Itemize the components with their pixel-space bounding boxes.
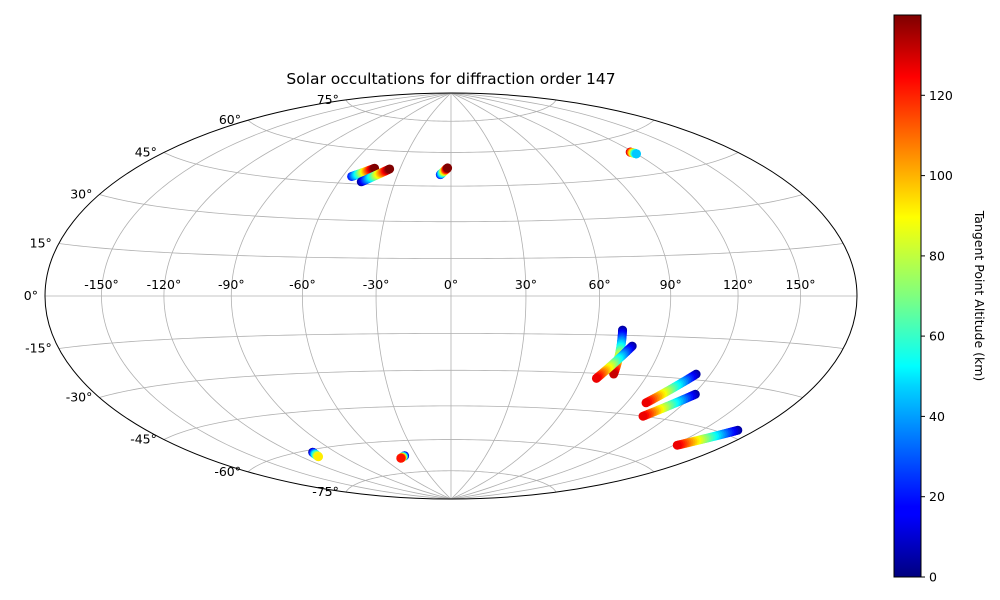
colorbar-label: Tangent Point Altitude (km) — [972, 210, 987, 382]
lon-tick-label: -60° — [289, 277, 316, 292]
lat-tick-label: 45° — [135, 145, 157, 160]
lat-tick-label: -45° — [130, 432, 157, 447]
occultation-track — [356, 164, 395, 187]
lon-tick-label: -90° — [218, 277, 245, 292]
occultation-track — [435, 163, 453, 180]
track-point — [609, 369, 619, 379]
occultation-track — [308, 447, 324, 462]
track-point — [385, 164, 395, 174]
occultation-track — [625, 147, 642, 159]
lon-tick-label: -30° — [363, 277, 390, 292]
lat-tick-label: -75° — [312, 484, 339, 499]
parallel-gridline — [345, 99, 557, 122]
lat-tick-label: 0° — [24, 288, 38, 303]
colorbar-tick-label: 60 — [929, 329, 945, 344]
lat-tick-label: 15° — [30, 236, 52, 251]
track-point — [641, 398, 651, 408]
lat-tick-label: 60° — [219, 112, 241, 127]
parallel-gridline — [58, 333, 844, 349]
map-outline — [44, 92, 858, 500]
track-point — [314, 452, 324, 462]
colorbar-tick-label: 120 — [929, 88, 953, 103]
colorbar-tick-label: 0 — [929, 570, 937, 585]
parallel-gridline — [99, 194, 803, 223]
parallel-gridline — [345, 470, 557, 493]
lon-tick-label: 60° — [589, 277, 611, 292]
parallel-gridline — [163, 152, 739, 187]
lon-tick-labels: -150° -120° -90° -60° -30° 0° 30° 60° 90° 120° 150… — [84, 277, 815, 292]
lat-tick-label: -30° — [66, 390, 93, 405]
track-point — [638, 411, 648, 421]
parallel-gridline — [58, 243, 844, 259]
colorbar-gradient — [893, 14, 922, 578]
track-point — [443, 163, 453, 173]
lat-tick-label: 30° — [70, 187, 92, 202]
parallel-gridline — [163, 405, 739, 440]
lon-tick-label: 120° — [723, 277, 753, 292]
colorbar: 0 20 40 60 80 100 120 Tangent Point Altitude (… — [893, 14, 987, 585]
track-point — [396, 453, 406, 463]
occultation-tracks — [308, 147, 743, 463]
track-point — [632, 149, 642, 159]
colorbar-tick-label: 40 — [929, 409, 945, 424]
map-area: -150° -120° -90° -60° -30° 0° 30° 60° 90° 120° 150… — [24, 92, 858, 500]
parallel-gridline — [247, 439, 655, 473]
chart-title: Solar occultations for diffraction order… — [286, 70, 615, 88]
lon-tick-label: 30° — [515, 277, 537, 292]
colorbar-tick-label: 20 — [929, 489, 945, 504]
track-point — [591, 373, 601, 383]
colorbar-ticks: 0 20 40 60 80 100 120 — [921, 88, 953, 585]
occultation-track — [591, 341, 637, 383]
parallel-gridline — [99, 369, 803, 398]
lat-tick-label: -60° — [214, 464, 241, 479]
gridlines — [45, 93, 857, 499]
lon-tick-label: -120° — [147, 277, 182, 292]
occultation-track — [672, 425, 743, 450]
lon-tick-label: -150° — [84, 277, 119, 292]
lon-tick-label: 90° — [660, 277, 682, 292]
parallel-gridline — [247, 119, 655, 153]
lat-tick-label: -15° — [25, 341, 52, 356]
lon-tick-label: 150° — [785, 277, 815, 292]
lat-tick-labels: -75° -60° -45° -30° -15° 0° 15° 30° 45° 60° 75° — [24, 92, 339, 499]
colorbar-tick-label: 100 — [929, 168, 953, 183]
occultation-track — [641, 369, 701, 408]
lat-tick-label: 75° — [317, 92, 339, 107]
occultation-track — [638, 389, 700, 421]
occultation-track — [396, 451, 410, 463]
track-point — [672, 440, 682, 450]
lon-tick-label: 0° — [444, 277, 458, 292]
colorbar-tick-label: 80 — [929, 248, 945, 263]
